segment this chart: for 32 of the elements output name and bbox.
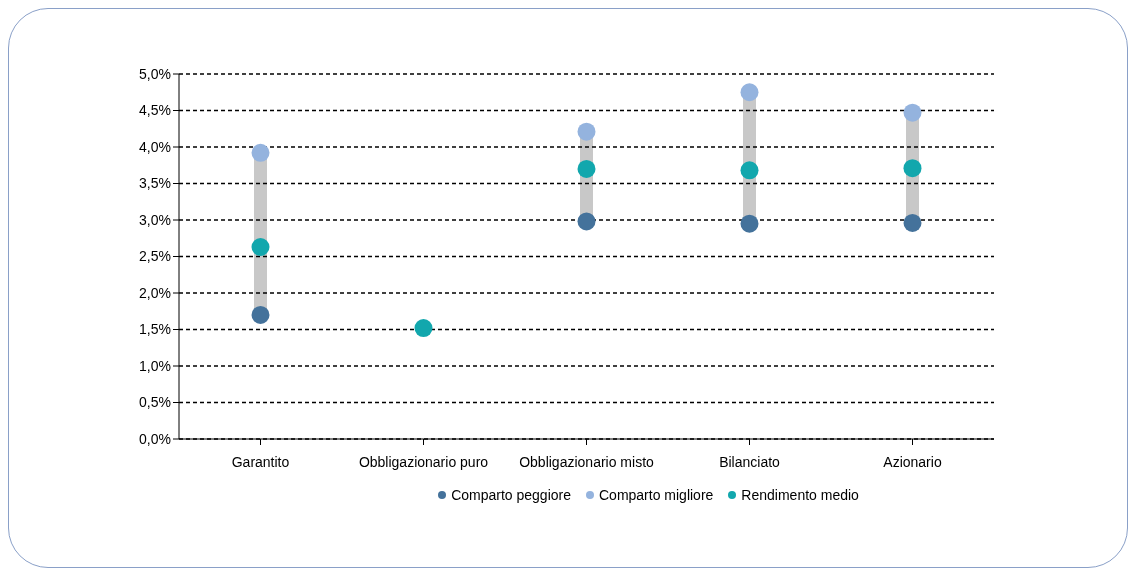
legend-label: Comparto migliore bbox=[598, 487, 714, 503]
y-tick-label: 2,0% bbox=[139, 284, 171, 301]
point bbox=[251, 305, 270, 324]
x-tick-label: Garantito bbox=[231, 453, 290, 470]
point bbox=[903, 103, 922, 122]
legend-label: Rendimento medio bbox=[740, 487, 859, 503]
legend-label: Comparto peggiore bbox=[450, 487, 571, 503]
y-tick-label: 0,0% bbox=[139, 430, 171, 447]
y-tick-label: 2,5% bbox=[139, 248, 171, 265]
point bbox=[414, 319, 433, 338]
point bbox=[577, 212, 596, 231]
x-tick-label: Obbligazionario puro bbox=[358, 453, 489, 470]
x-tick-label: Obbligazionario misto bbox=[519, 453, 655, 470]
point bbox=[251, 238, 270, 257]
point bbox=[577, 122, 596, 141]
x-tick-label: Azionario bbox=[883, 453, 942, 470]
x-tick-label: Bilanciato bbox=[719, 453, 781, 470]
y-tick-label: 1,0% bbox=[139, 357, 171, 374]
y-tick-label: 0,5% bbox=[139, 394, 171, 411]
y-tick-label: 1,5% bbox=[139, 321, 171, 338]
point bbox=[740, 214, 759, 233]
point bbox=[577, 159, 596, 178]
point bbox=[740, 161, 759, 180]
point bbox=[740, 83, 759, 102]
y-tick-label: 3,0% bbox=[139, 211, 171, 228]
point bbox=[903, 213, 922, 232]
y-tick-label: 4,0% bbox=[139, 138, 171, 155]
y-tick-label: 3,5% bbox=[139, 175, 171, 192]
point bbox=[903, 159, 922, 178]
point bbox=[251, 143, 270, 162]
y-tick-label: 4,5% bbox=[139, 102, 171, 119]
y-tick-label: 5,0% bbox=[139, 65, 171, 82]
